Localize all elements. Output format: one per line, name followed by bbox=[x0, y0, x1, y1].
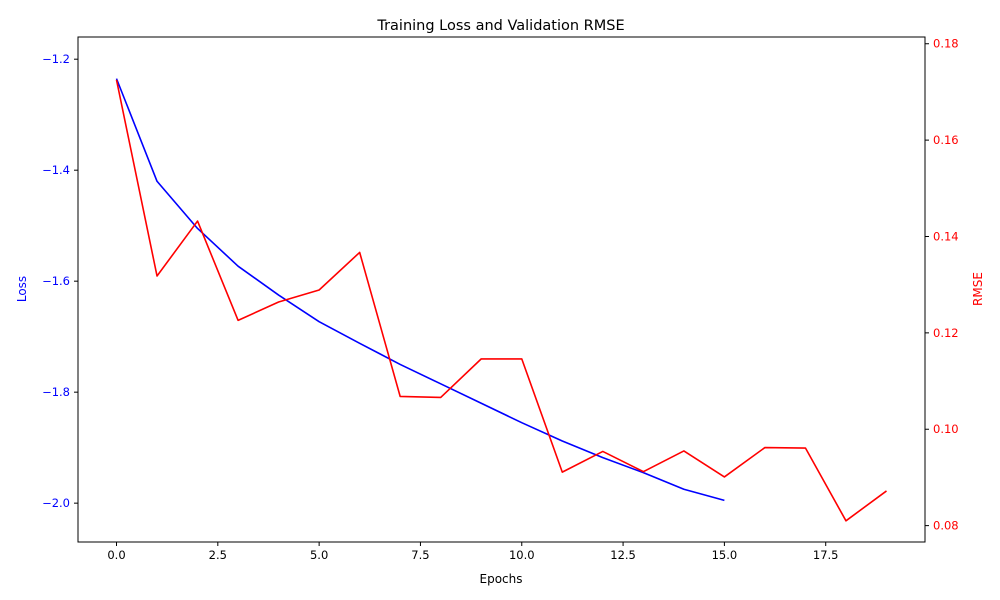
y-left-tick-label: −1.4 bbox=[42, 163, 70, 177]
y-right-tick-label: 0.18 bbox=[933, 37, 959, 51]
x-tick-label: 15.0 bbox=[712, 548, 738, 562]
y-left-tick-label: −2.0 bbox=[42, 496, 70, 510]
y-right-tick-label: 0.10 bbox=[933, 422, 959, 436]
x-tick-label: 0.0 bbox=[107, 548, 125, 562]
y-left-tick-label: −1.8 bbox=[42, 385, 70, 399]
plot-frame bbox=[77, 36, 926, 543]
x-tick-label: 10.0 bbox=[509, 548, 535, 562]
series-layer bbox=[115, 78, 887, 522]
y-axis-left-label: Loss bbox=[15, 276, 29, 302]
loss-series-line bbox=[115, 78, 725, 502]
x-tick-label: 5.0 bbox=[310, 548, 328, 562]
y-right-tick-label: 0.16 bbox=[933, 133, 959, 147]
y-right-tick-label: 0.08 bbox=[933, 519, 959, 533]
x-axis: 0.0 2.5 5.0 7.5 10.0 12.5 15.0 17.5 bbox=[107, 542, 839, 562]
x-tick-label: 2.5 bbox=[209, 548, 227, 562]
y-right-tick-label: 0.12 bbox=[933, 326, 959, 340]
plot-background bbox=[78, 37, 925, 542]
y-left-tick-label: −1.2 bbox=[42, 52, 70, 66]
x-tick-label: 12.5 bbox=[610, 548, 636, 562]
x-tick-label: 7.5 bbox=[411, 548, 429, 562]
x-tick-label: 17.5 bbox=[813, 548, 839, 562]
chart-title: Training Loss and Validation RMSE bbox=[376, 18, 624, 34]
y-axis-right-label: RMSE bbox=[971, 272, 985, 306]
y-right-tick-label: 0.14 bbox=[933, 229, 959, 243]
y-axis-right: 0.08 0.10 0.12 0.14 0.16 0.18 bbox=[925, 37, 959, 533]
x-axis-label: Epochs bbox=[480, 572, 523, 586]
y-left-tick-label: −1.6 bbox=[42, 274, 70, 288]
rmse-series-line bbox=[115, 79, 887, 522]
y-axis-left: −1.2 −1.4 −1.6 −1.8 −2.0 bbox=[42, 52, 78, 510]
